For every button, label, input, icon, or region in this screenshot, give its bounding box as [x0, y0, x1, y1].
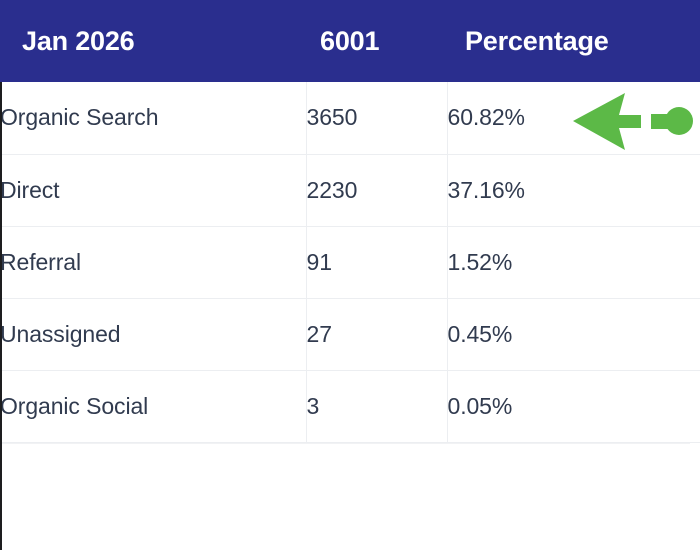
- cell-percentage: 37.16%: [447, 154, 700, 227]
- cell-channel: Unassigned: [0, 298, 307, 371]
- column-header-period[interactable]: Jan 2026: [0, 0, 306, 82]
- cell-percentage: 0.05%: [447, 370, 700, 443]
- cell-sessions: 2230: [306, 154, 448, 227]
- table-row[interactable]: Unassigned 27 0.45%: [0, 298, 700, 371]
- cell-sessions: 91: [306, 226, 448, 299]
- table-row[interactable]: Organic Social 3 0.05%: [0, 370, 700, 443]
- window-left-edge: [0, 82, 2, 550]
- cell-channel: Organic Social: [0, 370, 307, 443]
- cell-percentage: 60.82%: [447, 82, 700, 155]
- cell-sessions: 27: [306, 298, 448, 371]
- table-row[interactable]: Referral 91 1.52%: [0, 226, 700, 299]
- traffic-source-table: Jan 2026 6001 Percentage Organic Search …: [0, 0, 700, 443]
- table-bottom-rule: [2, 443, 690, 444]
- column-header-percentage[interactable]: Percentage: [447, 0, 700, 82]
- cell-channel: Organic Search: [0, 82, 307, 155]
- table-header: Jan 2026 6001 Percentage: [0, 0, 700, 82]
- table-body: Organic Search 3650 60.82% Direct 2230 3…: [0, 82, 700, 443]
- cell-sessions: 3650: [306, 82, 448, 155]
- cell-percentage: 0.45%: [447, 298, 700, 371]
- cell-percentage: 1.52%: [447, 226, 700, 299]
- cell-channel: Referral: [0, 226, 307, 299]
- cell-sessions: 3: [306, 370, 448, 443]
- cell-channel: Direct: [0, 154, 307, 227]
- table-row[interactable]: Direct 2230 37.16%: [0, 154, 700, 227]
- column-header-total-sessions[interactable]: 6001: [306, 0, 447, 82]
- table-row[interactable]: Organic Search 3650 60.82%: [0, 82, 700, 155]
- table-header-row: Jan 2026 6001 Percentage: [0, 0, 700, 82]
